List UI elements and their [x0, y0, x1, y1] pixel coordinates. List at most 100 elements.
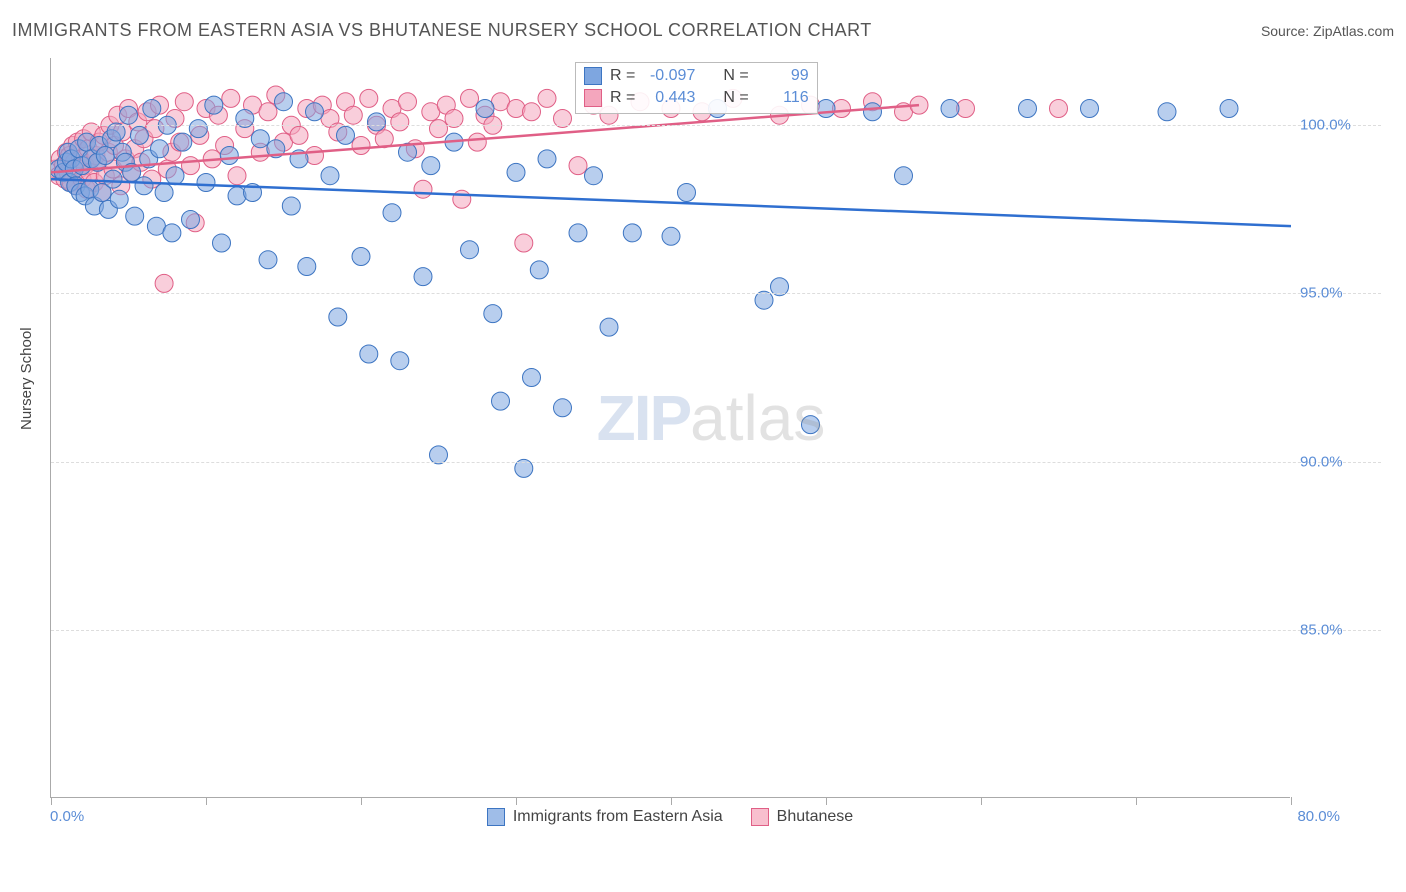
data-point: [461, 241, 479, 259]
y-tick-label: 95.0%: [1300, 285, 1343, 302]
data-point: [600, 318, 618, 336]
x-tick: [1291, 797, 1292, 805]
x-axis-max-label: 80.0%: [1297, 808, 1340, 825]
data-point: [941, 100, 959, 118]
n-value: 116: [757, 87, 809, 109]
data-point: [130, 126, 148, 144]
swatch-icon: [584, 67, 602, 85]
y-tick-label: 85.0%: [1300, 621, 1343, 638]
data-point: [678, 184, 696, 202]
legend-label: Bhutanese: [777, 808, 854, 826]
n-value: 99: [757, 65, 809, 87]
source-link[interactable]: ZipAtlas.com: [1313, 23, 1394, 39]
r-value: 0.443: [643, 87, 695, 109]
data-point: [530, 261, 548, 279]
data-point: [251, 130, 269, 148]
data-point: [476, 100, 494, 118]
data-point: [175, 93, 193, 111]
data-point: [895, 167, 913, 185]
n-label: N =: [723, 65, 748, 87]
data-point: [507, 100, 525, 118]
data-point: [228, 187, 246, 205]
data-point: [383, 204, 401, 222]
data-point: [484, 305, 502, 323]
plot-area: ZIPatlas R =-0.097N =99R =0.443N =116: [50, 58, 1290, 798]
gridline: [51, 630, 1381, 631]
data-point: [523, 369, 541, 387]
data-point: [461, 89, 479, 107]
data-point: [306, 147, 324, 165]
stats-row-bhutanese: R = 0.443 N = 116: [584, 87, 809, 109]
data-point: [569, 157, 587, 175]
x-tick: [1136, 797, 1137, 805]
data-point: [554, 399, 572, 417]
x-tick: [206, 797, 207, 805]
data-point: [182, 211, 200, 229]
swatch-icon: [751, 808, 769, 826]
data-point: [414, 268, 432, 286]
data-point: [151, 140, 169, 158]
data-point: [126, 207, 144, 225]
y-axis-title: Nursery School: [18, 327, 35, 430]
data-point: [120, 106, 138, 124]
x-tick: [981, 797, 982, 805]
data-point: [259, 251, 277, 269]
x-tick: [361, 797, 362, 805]
stats-legend: R = -0.097 N = 99R = 0.443 N = 116: [575, 62, 818, 114]
data-point: [1019, 100, 1037, 118]
data-point: [507, 163, 525, 181]
swatch-icon: [584, 89, 602, 107]
data-point: [110, 190, 128, 208]
data-point: [228, 167, 246, 185]
data-point: [430, 120, 448, 138]
data-point: [298, 258, 316, 276]
data-point: [182, 157, 200, 175]
series-legend: Immigrants from Eastern Asia Bhutanese: [50, 808, 1290, 826]
data-point: [213, 234, 231, 252]
x-tick: [516, 797, 517, 805]
data-point: [391, 352, 409, 370]
data-point: [337, 126, 355, 144]
data-point: [275, 93, 293, 111]
data-point: [259, 103, 277, 121]
data-point: [468, 133, 486, 151]
chart-header: IMMIGRANTS FROM EASTERN ASIA VS BHUTANES…: [12, 20, 1394, 48]
data-point: [662, 227, 680, 245]
data-point: [569, 224, 587, 242]
legend-label: Immigrants from Eastern Asia: [513, 808, 723, 826]
data-point: [135, 177, 153, 195]
x-tick: [826, 797, 827, 805]
chart-title: IMMIGRANTS FROM EASTERN ASIA VS BHUTANES…: [12, 20, 872, 41]
y-tick-label: 90.0%: [1300, 453, 1343, 470]
gridline: [51, 125, 1381, 126]
data-point: [1220, 100, 1238, 118]
data-point: [368, 113, 386, 131]
legend-item: Immigrants from Eastern Asia: [487, 808, 723, 826]
legend-item: Bhutanese: [751, 808, 854, 826]
n-label: N =: [723, 87, 748, 109]
data-point: [96, 147, 114, 165]
data-point: [174, 133, 192, 151]
data-point: [422, 157, 440, 175]
data-point: [189, 120, 207, 138]
data-point: [352, 248, 370, 266]
x-tick: [51, 797, 52, 805]
data-point: [538, 89, 556, 107]
data-point: [344, 106, 362, 124]
data-point: [321, 167, 339, 185]
data-point: [282, 197, 300, 215]
r-label: R =: [610, 87, 635, 109]
data-point: [453, 190, 471, 208]
x-tick: [671, 797, 672, 805]
data-point: [1050, 100, 1068, 118]
data-point: [864, 103, 882, 121]
data-point: [817, 100, 835, 118]
data-point: [802, 416, 820, 434]
data-point: [155, 274, 173, 292]
source-attribution: Source: ZipAtlas.com: [1261, 23, 1394, 39]
r-value: -0.097: [643, 65, 695, 87]
data-point: [360, 345, 378, 363]
plot-wrap: ZIPatlas R =-0.097N =99R =0.443N =116 0.…: [50, 58, 1380, 818]
data-point: [492, 392, 510, 410]
data-point: [143, 100, 161, 118]
